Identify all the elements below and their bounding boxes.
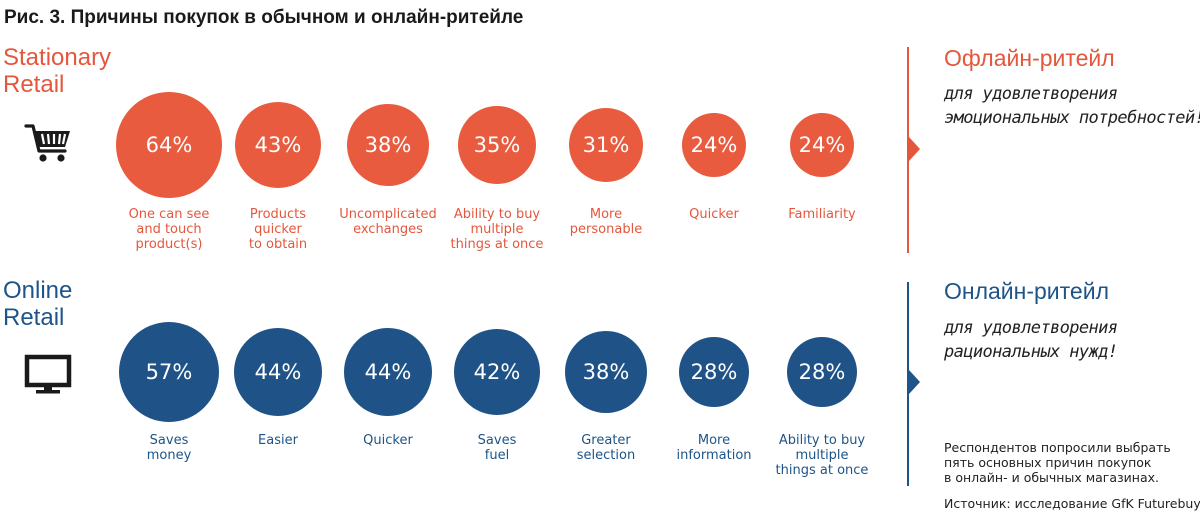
stationary-caption-3: Uncomplicated exchanges [323,207,453,237]
label-line: Retail [3,304,65,331]
stationary-bubble-5: 31% [569,108,643,182]
caption-line: selection [576,448,636,463]
caption-line: Quicker [689,207,739,222]
label-line: Stationary [3,44,112,71]
stationary-caption-4: Ability to buy multiple things at once [432,207,562,252]
caption-line: and touch [136,222,202,237]
online-bubble-2: 44% [234,328,322,416]
offline-retail-title: Офлайн-ритейл [944,45,1115,71]
caption-line: Familiarity [788,207,856,222]
stationary-bubble-3: 38% [347,104,429,186]
caption-line: personable [569,222,643,237]
online-caption-5: Greater selection [541,433,671,463]
online-caption-1: Saves money [104,433,234,463]
stationary-bubble-1: 64% [116,92,222,198]
caption-line: information [676,448,752,463]
online-caption-4: Saves fuel [432,433,562,463]
desc-line: эмоциональных потребностей! [944,108,1200,128]
stationary-caption-6: Quicker [649,207,779,222]
online-caption-2: Easier [213,433,343,448]
caption-line: quicker [254,222,302,237]
figure-title: Рис. 3. Причины покупок в обычном и онла… [4,7,524,28]
note-line: пять основных причин покупок [944,455,1152,470]
online-caption-7: Ability to buy multiple things at once [757,433,887,478]
note-line: Респондентов попросили выбрать [944,440,1171,455]
caption-line: things at once [450,237,544,252]
stationary-caption-5: More personable [541,207,671,237]
stationary-caption-2: Products quicker to obtain [213,207,343,252]
online-arrow-icon [909,370,920,394]
caption-line: Saves [149,433,189,448]
monitor-icon [24,354,72,394]
caption-line: One can see [128,207,210,222]
desc-line: рациональных нужд! [944,342,1118,362]
stationary-retail-label: Stationary Retail [3,44,111,98]
online-bubble-1: 57% [118,321,219,422]
stationary-bubble-4: 35% [457,105,537,185]
caption-line: More [697,433,731,448]
stationary-bubble-6: 24% [681,112,747,178]
caption-line: multiple [795,448,849,463]
label-line: Online [3,277,73,304]
note-line: в онлайн- и обычных магазинах. [944,470,1160,485]
online-retail-description: для удовлетворения рациональных нужд! [944,316,1118,364]
online-divider [907,282,909,486]
online-bubble-5: 38% [565,331,647,413]
online-caption-6: More information [649,433,779,463]
caption-line: product(s) [135,237,203,252]
stationary-bubble-7: 24% [789,112,855,178]
stationary-bubble-2: 43% [234,101,322,189]
desc-line: для удовлетворения [944,318,1118,338]
caption-line: multiple [470,222,524,237]
caption-line: to obtain [248,237,308,252]
caption-line: things at once [775,463,869,478]
offline-divider [907,47,909,253]
methodology-note: Респондентов попросили выбрать пять осно… [944,440,1171,485]
caption-line: money [146,448,192,463]
caption-line: Products [249,207,307,222]
offline-retail-description: для удовлетворения эмоциональных потребн… [944,82,1200,130]
online-bubble-3: 44% [344,328,432,416]
stationary-caption-1: One can see and touch product(s) [104,207,234,252]
offline-arrow-icon [909,137,920,161]
caption-line: Quicker [363,433,413,448]
online-retail-title: Онлайн-ритейл [944,278,1109,304]
caption-line: Greater [581,433,631,448]
caption-line: Uncomplicated [339,207,437,222]
stationary-caption-7: Familiarity [757,207,887,222]
online-bubble-7: 28% [786,336,858,408]
caption-line: Ability to buy [453,207,541,222]
online-retail-label: Online Retail [3,277,72,331]
online-bubble-4: 42% [454,329,540,415]
caption-line: Ability to buy [778,433,866,448]
caption-line: exchanges [353,222,423,237]
online-bubble-6: 28% [678,336,750,408]
caption-line: fuel [484,448,510,463]
online-caption-3: Quicker [323,433,453,448]
label-line: Retail [3,71,65,98]
desc-line: для удовлетворения [944,84,1118,104]
caption-line: More [589,207,623,222]
caption-line: Saves [477,433,517,448]
caption-line: Easier [258,433,298,448]
source-note: Источник: исследование GfK Futurebuy [944,496,1200,511]
shopping-cart-icon [24,124,70,162]
